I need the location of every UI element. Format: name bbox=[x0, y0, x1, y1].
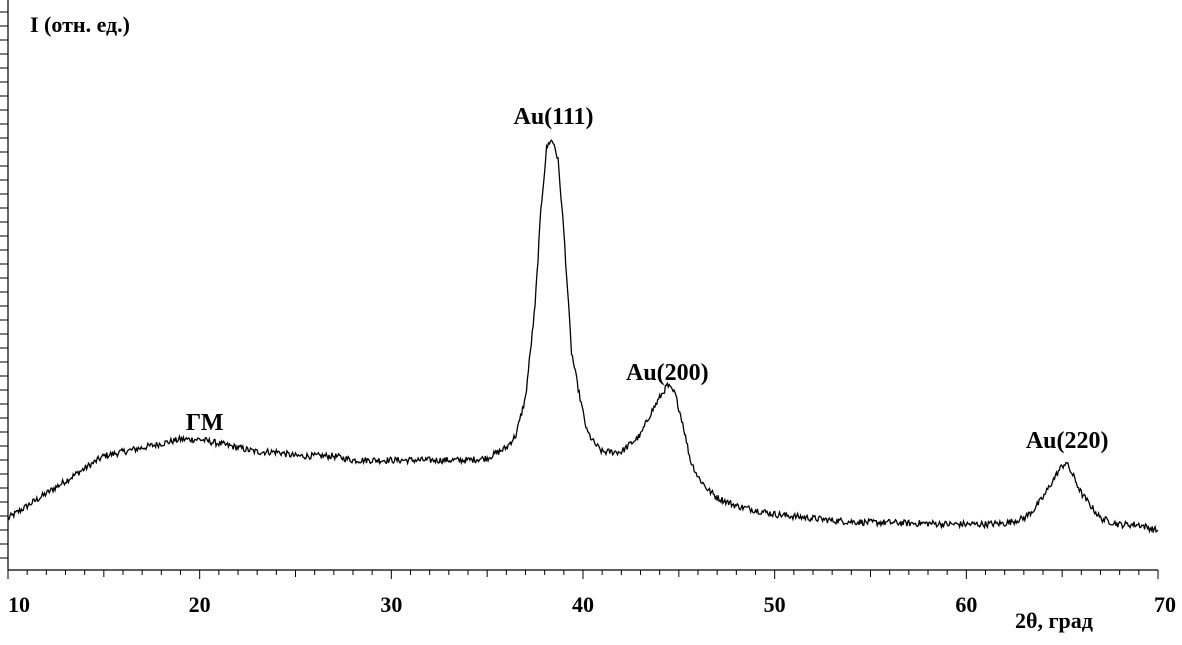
gm-label: ГМ bbox=[186, 410, 224, 436]
au200-label: Au(200) bbox=[626, 360, 709, 386]
x-tick-labels: 10 20 30 40 50 60 70 bbox=[8, 592, 1176, 617]
x-tick-label: 20 bbox=[189, 592, 211, 617]
diffraction-curve bbox=[7, 139, 1159, 534]
peak-annotations: ГМ Au(111) Au(200) Au(220) bbox=[186, 104, 1109, 454]
x-tick-label: 10 bbox=[8, 592, 30, 617]
x-tick-label: 30 bbox=[380, 592, 402, 617]
x-tick-label: 70 bbox=[1154, 592, 1176, 617]
minor-ticks bbox=[0, 11, 1159, 579]
x-tick-label: 60 bbox=[955, 592, 977, 617]
axes bbox=[7, 0, 1158, 571]
x-axis-title: 2θ, град bbox=[1015, 608, 1093, 633]
x-tick-label: 40 bbox=[572, 592, 594, 617]
au111-label: Au(111) bbox=[513, 104, 593, 130]
y-axis-title: I (отн. ед.) bbox=[30, 12, 130, 37]
x-tick-label: 50 bbox=[764, 592, 786, 617]
au220-label: Au(220) bbox=[1026, 428, 1109, 454]
